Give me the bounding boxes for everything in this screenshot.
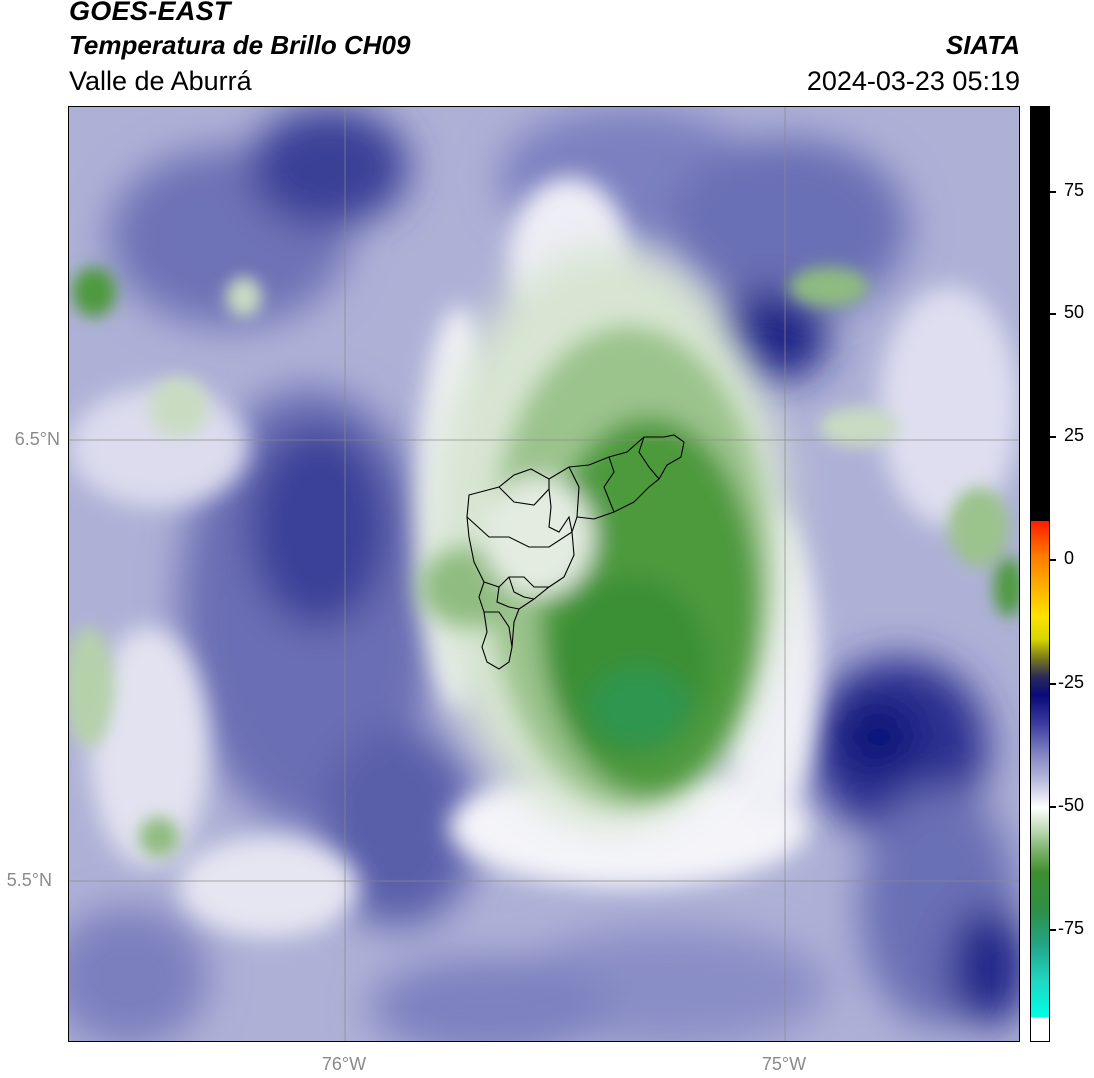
boundary-center-2 [483, 576, 549, 588]
region-title: Valle de Aburrá [69, 66, 252, 96]
satellite-title: GOES-EAST [69, 0, 231, 26]
lat-label-5-5: 5.5°N [6, 870, 52, 890]
boundary-north-1 [498, 479, 550, 506]
colorbar-tick-0 [1050, 559, 1056, 561]
datetime-label: 2024-03-23 05:19 [806, 66, 1020, 96]
colorbar [1030, 106, 1050, 1042]
boundary-north-5 [638, 436, 660, 480]
boundary-south-1 [484, 611, 513, 648]
colorbar-tick-50 [1050, 313, 1056, 315]
brightness-temperature-map [69, 107, 1019, 1041]
colorbar-label-minus75: -75 [1058, 918, 1085, 938]
colorbar-label-50: 50 [1064, 302, 1085, 322]
colorbar-tick-75 [1050, 191, 1056, 193]
boundary-north-4 [603, 456, 615, 513]
scattered-patches [69, 267, 1019, 857]
cold-cloud-regions [69, 107, 1019, 1041]
colorbar-tick-25 [1050, 436, 1056, 438]
product-title: Temperatura de Brillo CH09 [69, 30, 411, 60]
convective-core-inner [419, 327, 769, 807]
boundary-center-1 [466, 516, 573, 548]
colorbar-tick-minus25 [1050, 683, 1056, 685]
lon-label-76w: 76°W [321, 1054, 367, 1074]
colorbar-label-minus50: -50 [1058, 795, 1085, 815]
municipality-boundaries [466, 434, 685, 670]
colorbar-tick-minus75 [1050, 929, 1056, 931]
map-panel[interactable] [68, 106, 1020, 1042]
colorbar-gradient [1031, 107, 1049, 1041]
colorbar-label-75: 75 [1064, 180, 1085, 200]
colorbar-tick-minus50 [1050, 806, 1056, 808]
colorbar-label-minus25: -25 [1058, 672, 1085, 692]
lat-label-6-5: 6.5°N [14, 429, 60, 449]
organization-label: SIATA [945, 30, 1020, 60]
colorbar-label-25: 25 [1064, 425, 1085, 445]
boundary-center-3 [496, 586, 520, 610]
colorbar-label-0: 0 [1064, 548, 1075, 568]
boundary-north-2 [548, 488, 573, 533]
boundary-center-4 [508, 576, 535, 600]
boundary-north-3 [568, 466, 580, 518]
lon-label-75w: 75°W [761, 1054, 807, 1074]
